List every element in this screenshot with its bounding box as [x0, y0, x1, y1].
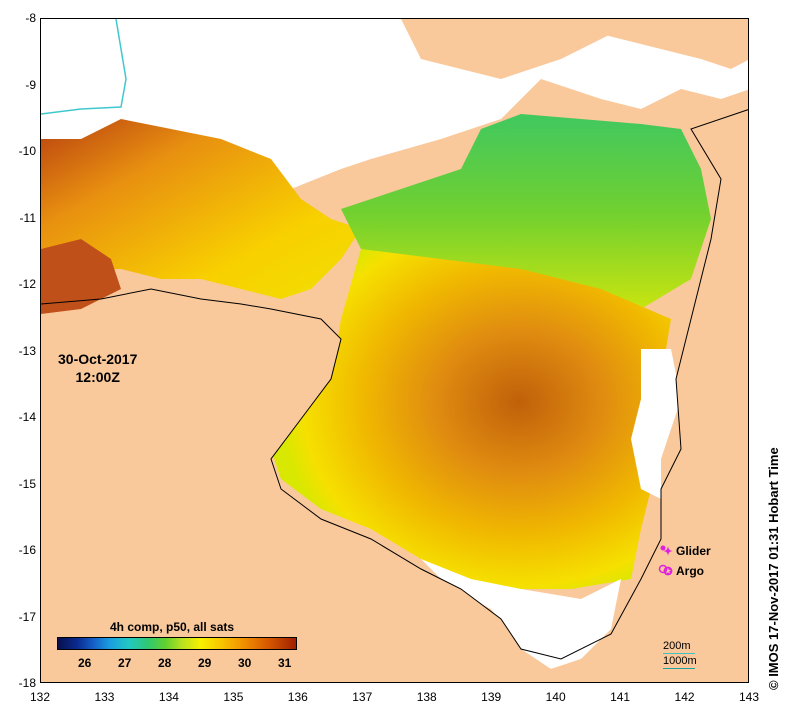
sst-map[interactable]	[40, 18, 749, 683]
colorbar-tick-label: 27	[118, 656, 132, 670]
x-tick-label: 140	[545, 690, 566, 704]
cape-york-land	[551, 109, 748, 682]
y-tick-label: -13	[18, 343, 36, 358]
legend-item-glider: ✦ Glider	[660, 541, 711, 561]
depth-1000m-label: 1000m	[663, 655, 697, 667]
x-tick-label: 138	[416, 690, 437, 704]
x-tick-label: 132	[29, 690, 51, 704]
depth-200m-line	[663, 653, 695, 654]
glider-marker	[660, 545, 666, 551]
argo-marker	[658, 564, 668, 574]
x-tick-label: 143	[738, 690, 760, 704]
map-canvas	[41, 19, 748, 682]
depth-1000m-line	[663, 668, 695, 669]
arnhem-land	[41, 289, 540, 682]
legend-label-argo: Argo	[676, 564, 704, 578]
x-tick-label: 136	[287, 690, 308, 704]
x-tick-label: 134	[158, 690, 179, 704]
depth-200m-label: 200m	[663, 640, 691, 652]
gulf-sst	[271, 249, 671, 589]
y-tick-label: -9	[25, 77, 36, 92]
y-tick-label: -14	[18, 410, 36, 424]
date-label: 30-Oct-2017 12:00Z	[58, 350, 137, 386]
colorbar	[57, 637, 297, 650]
west-sst-band	[41, 119, 361, 299]
credit-text: © IMOS 17-Nov-2017 01:31 Hobart Time	[766, 447, 781, 690]
legend-label-glider: Glider	[676, 544, 711, 558]
x-tick-label: 142	[674, 690, 695, 704]
y-tick-label: -16	[18, 543, 36, 557]
glider-icon: ✦	[663, 545, 673, 558]
colorbar-tick-label: 28	[158, 656, 172, 670]
coastline	[41, 109, 748, 660]
colorbar-title: 4h comp, p50, all sats	[110, 620, 235, 634]
colorbar-tick-label: 30	[238, 656, 252, 670]
date-day: 30-Oct-2017	[58, 351, 138, 367]
y-tick-label: -8	[25, 11, 36, 25]
new-guinea-land	[401, 19, 748, 69]
arnhem-peninsula	[41, 239, 121, 314]
legend: ✦ Glider ✪ Argo	[660, 541, 711, 581]
argo-icon: ✪	[663, 565, 673, 578]
eez-boundary	[41, 19, 127, 115]
south-nodata	[421, 559, 621, 669]
y-tick-label: -12	[18, 277, 36, 291]
east-nodata	[631, 349, 681, 499]
legend-item-argo: ✪ Argo	[660, 561, 711, 581]
y-tick-label: -10	[18, 144, 36, 158]
y-tick-label: -15	[18, 476, 36, 491]
x-tick-label: 141	[610, 690, 631, 704]
x-tick-label: 135	[223, 690, 244, 704]
depth-contour-key: 200m 1000m	[663, 640, 697, 670]
y-tick-label: -11	[19, 210, 36, 225]
colorbar-tick-label: 29	[198, 656, 212, 670]
colorbar-tick-label: 26	[78, 656, 92, 670]
colorbar-tick-label: 31	[278, 656, 292, 670]
x-tick-label: 133	[94, 690, 115, 704]
x-tick-label: 137	[352, 690, 373, 704]
date-time: 12:00Z	[75, 369, 120, 385]
x-tick-label: 139	[481, 690, 502, 704]
y-tick-label: -18	[18, 676, 36, 690]
y-tick-label: -17	[18, 609, 36, 624]
